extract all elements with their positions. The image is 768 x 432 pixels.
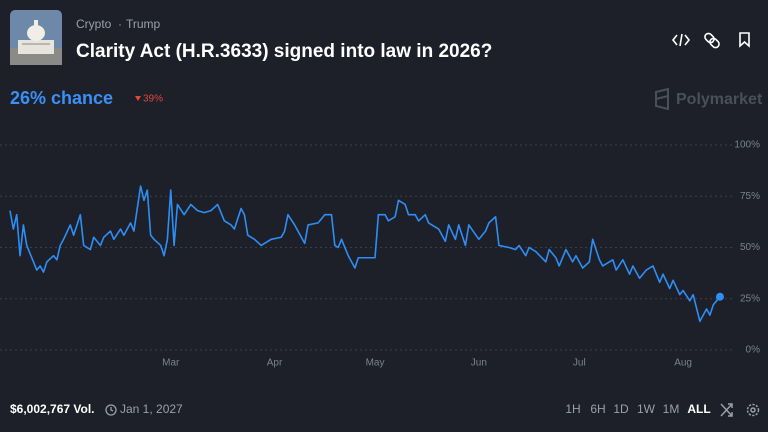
range-button[interactable]: 1H (565, 402, 580, 416)
x-tick-label: May (366, 358, 385, 369)
change: 39% (143, 94, 163, 105)
link-button[interactable] (703, 32, 720, 49)
y-tick-label: 25% (740, 293, 760, 304)
range-button[interactable]: 1W (637, 402, 656, 416)
shuffle-button[interactable] (720, 403, 733, 417)
brand: Polymarket (676, 91, 763, 108)
separator: · (118, 17, 122, 31)
chart: 0% 25% 50% 75% 100% Mar Apr May Jun Jul Aug (0, 140, 760, 369)
brand-logo (655, 87, 669, 111)
x-tick-label: Apr (267, 358, 283, 369)
embed-button[interactable] (671, 33, 691, 47)
x-tick-label: Jul (573, 358, 586, 369)
y-tick-label: 75% (740, 191, 760, 202)
volume: $6,002,767 Vol. (10, 402, 95, 416)
down-arrow (135, 96, 141, 101)
bookmark-button[interactable] (739, 32, 750, 48)
price-line (9, 185, 721, 323)
range-button[interactable]: 1D (613, 402, 629, 416)
x-tick-label: Mar (162, 358, 180, 369)
tag[interactable]: Trump (126, 17, 161, 31)
end-date: Jan 1, 2027 (120, 402, 183, 416)
settings-button[interactable] (746, 403, 760, 417)
y-tick-label: 0% (746, 345, 761, 356)
category[interactable]: Crypto (76, 17, 112, 31)
market-thumbnail (10, 10, 62, 65)
clock-icon (105, 404, 117, 416)
range-button[interactable]: 6H (590, 402, 605, 416)
chance: 26% chance (10, 88, 113, 108)
x-tick-label: Jun (471, 358, 487, 369)
range-button[interactable]: ALL (687, 402, 710, 416)
y-tick-label: 50% (740, 242, 760, 253)
x-tick-label: Aug (674, 358, 692, 369)
range-selector: 1H 6H 1D 1W 1M ALL (565, 402, 710, 416)
market-title: Clarity Act (H.R.3633) signed into law i… (76, 41, 492, 62)
y-tick-label: 100% (734, 140, 760, 151)
range-button[interactable]: 1M (663, 402, 680, 416)
last-point (715, 292, 724, 301)
